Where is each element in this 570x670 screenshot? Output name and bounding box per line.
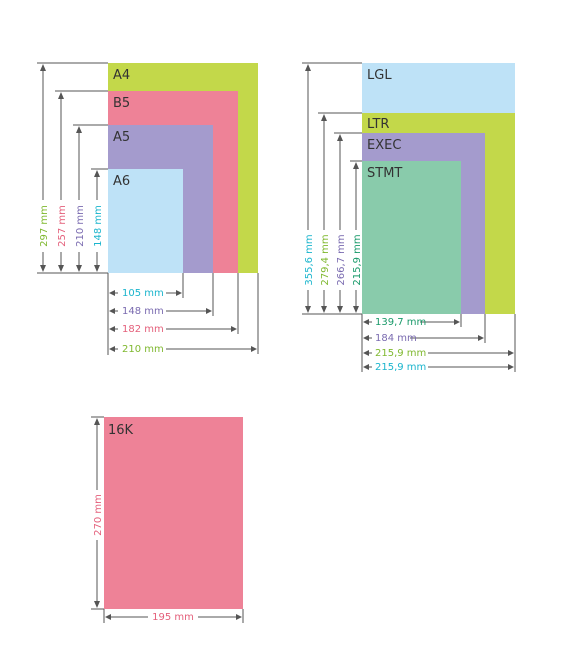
sheet-label-lgl: LGL [367,68,392,83]
width-label-b5: 182 mm [122,324,164,335]
sheet-label-a6: A6 [113,174,130,189]
16k-paper-group: 16K 270 mm 195 mm [91,416,244,623]
sheet-label-stmt: STMT [367,166,402,181]
height-label-b5: 257 mm [57,205,68,247]
sheet-label-exec: EXEC [367,138,401,153]
height-label-lgl: 355,6 mm [304,234,315,285]
sheet-stmt [362,161,461,314]
width-label-a5: 148 mm [122,306,164,317]
height-label-stmt: 215,9 mm [352,234,363,285]
height-label-exec: 266,7 mm [336,234,347,285]
height-dimension-b5 [58,92,64,272]
height-label-a4: 297 mm [39,205,50,247]
height-dimension-a6 [94,170,100,272]
width-label-lgl: 215,9 mm [375,362,426,373]
height-dimension-16k [94,418,100,608]
height-dimension-exec [337,134,343,313]
height-dimension-ltr [321,114,327,313]
height-label-ltr: 279,4 mm [320,234,331,285]
height-label-a5: 210 mm [75,205,86,247]
height-label-a6: 148 mm [93,205,104,247]
width-label-ltr: 215,9 mm [375,348,426,359]
sheet-label-a4: A4 [113,68,130,83]
sheet-label-a5: A5 [113,130,130,145]
height-dimension-a5 [76,126,82,272]
sheet-label-ltr: LTR [367,117,389,132]
sheet-16k [104,417,243,609]
width-label-16k: 195 mm [152,612,194,623]
width-dimension-16k [105,614,242,620]
width-dimension-a4 [109,346,257,352]
width-dimension-lgl [363,364,514,370]
width-dimension-a5 [109,308,212,314]
height-dimension-stmt [353,162,359,313]
height-dimension-a4 [40,64,46,272]
sheet-label-b5: B5 [113,96,130,111]
height-dimension-lgl [305,64,311,313]
sheet-lgl [362,63,515,113]
us-paper-group: LGL LTR EXEC STMT [302,62,516,373]
width-label-exec: 184 mm [375,333,417,344]
width-dimension-b5 [109,326,237,332]
width-label-a6: 105 mm [122,288,164,299]
iso-paper-group: A4 B5 A5 A6 [37,62,259,355]
width-dimension-ltr [363,350,514,356]
height-label-16k: 270 mm [93,494,104,536]
width-dimension-stmt [363,319,460,325]
sheet-a6 [108,169,183,273]
width-label-a4: 210 mm [122,344,164,355]
sheet-label-16k: 16K [108,423,134,438]
width-dimension-a6 [109,290,182,296]
width-dimension-exec [363,335,484,341]
width-label-stmt: 139,7 mm [375,317,426,328]
